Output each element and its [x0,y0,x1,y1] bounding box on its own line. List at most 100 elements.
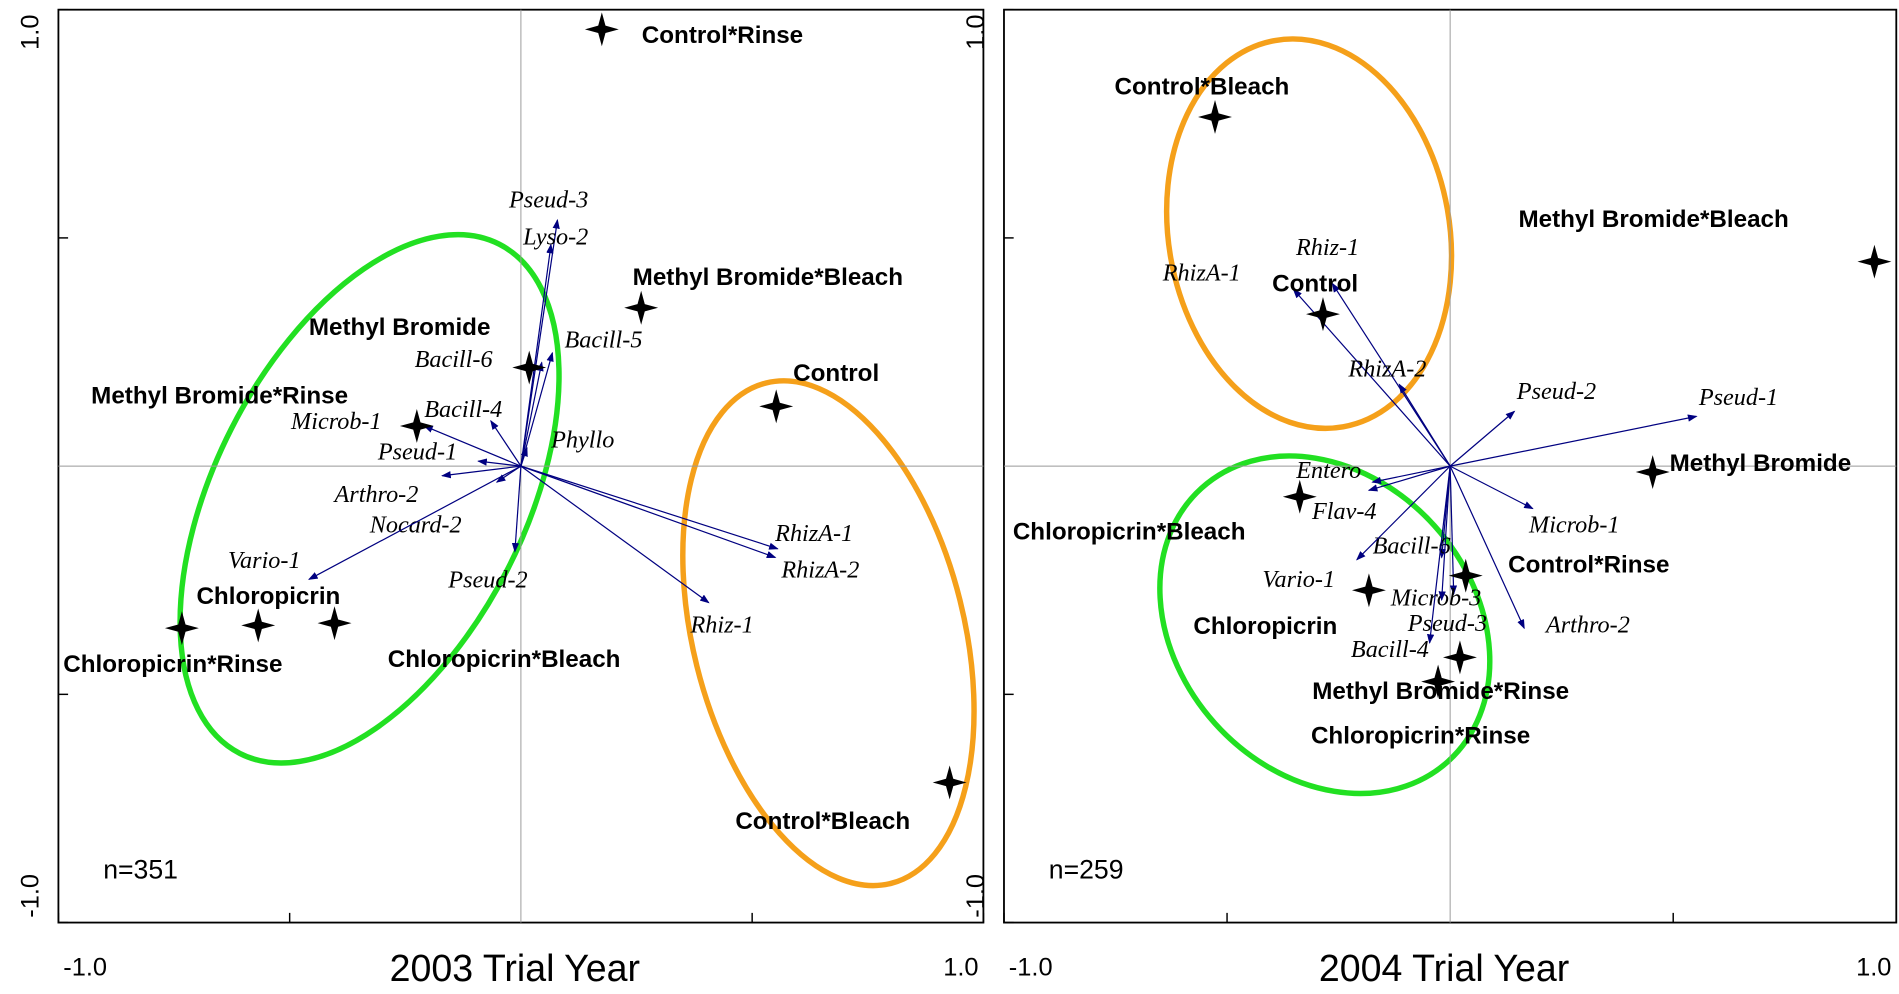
loading-arrow [520,446,528,467]
sample-label: Control*Rinse [642,22,803,49]
loading-arrow [1367,465,1451,492]
sample-point [624,290,659,325]
x-tick-label: -1.0 [1009,953,1053,981]
loading-arrow [1449,466,1458,596]
vector-label: Pseud-2 [447,566,527,593]
vector-label: Microb-1 [1528,511,1620,538]
sample-label: Chloropicrin [1193,613,1337,640]
vector-label: Rhiz-1 [1295,234,1359,261]
sample-point [164,611,199,646]
sample-point [759,389,794,424]
sample-label: Methyl Bromide*Rinse [91,382,348,409]
x-axis-title: 2004 Trial Year [1319,947,1569,989]
loading-arrow [441,465,521,479]
groupings [177,36,1493,889]
sample-point [1198,99,1232,134]
sample-point [317,606,352,641]
vector-label: Pseud-1 [377,438,457,465]
loading-arrow [520,361,544,467]
sample-point [932,765,967,800]
x-tick-label: -1.0 [63,953,107,981]
loading-arrow [520,465,779,550]
vector-label: Bacill-4 [1351,636,1429,663]
vector-label: RhizA-1 [1162,260,1241,287]
sample-label: Control*Bleach [1115,73,1290,100]
annotation: n=351 [103,855,178,885]
vector-label: RhizA-2 [780,557,859,584]
vector-label: Bacill-5 [564,327,642,354]
loading-arrow [511,466,522,553]
vector-label: Pseud-1 [1698,384,1778,411]
vector-label: Arthro-2 [1544,612,1630,639]
sample-label: Methyl Bromide [309,314,491,341]
group-ellipse [1163,36,1455,432]
sample-label: Methyl Bromide*Bleach [1518,206,1788,233]
sample-label: Control [1272,270,1358,297]
sample-label: Control [793,360,879,387]
loading-arrow [1450,414,1698,467]
vector-label: Phyllo [550,426,614,453]
loading-arrow [1449,410,1516,467]
vector-label: Arthro-2 [333,481,419,508]
sample-label: Control*Rinse [1508,551,1669,578]
sample-label: Chloropicrin*Bleach [388,646,621,673]
sample-point [1421,664,1456,699]
vector-label: RhizA-1 [774,520,853,547]
loading-arrow [1371,465,1451,484]
loading-arrow [1449,465,1534,510]
loading-arrow [1292,288,1451,467]
sample-label: Methyl Bromide [1670,450,1852,477]
group-ellipse [177,231,562,766]
vector-label: Pseud-3 [508,187,588,214]
loading-arrow [490,419,522,467]
loading-arrow [520,465,777,558]
sample-point [1448,558,1483,593]
vector-label: Flav-4 [1311,498,1377,525]
vector-label: Entero [1295,457,1361,484]
vector-label: Bacill-6 [1373,532,1451,559]
group-ellipse [680,378,977,889]
y-tick-label: -1.0 [16,874,44,918]
loading-arrow [423,425,522,467]
sample-point [1306,297,1340,332]
sample-point [1857,244,1892,279]
sample-point [584,12,619,47]
sample-point [512,350,547,385]
sample-point [399,409,434,443]
y-tick-label: 1.0 [16,15,44,50]
sample-label: Chloropicrin*Rinse [63,651,282,678]
vector-label: Pseud-2 [1516,378,1596,405]
sample-point [1351,573,1386,608]
loading-arrow [1426,466,1451,644]
vector-label: Bacill-4 [424,396,502,423]
loading-arrow [1398,383,1451,467]
x-tick-label: 1.0 [943,953,978,981]
sample-label: Chloropicrin*Bleach [1013,518,1246,545]
group-ellipse [1157,453,1493,797]
vector-label: Vario-1 [228,547,301,574]
y-tick-label: -1.0 [962,874,990,918]
y-tick-label: 1.0 [962,15,990,50]
sample-label: Chloropicrin*Rinse [1311,723,1530,750]
x-axis-title: 2003 Trial Year [390,947,640,989]
loading-arrow [1438,466,1451,602]
loading-arrow [477,458,521,467]
vector-label: Vario-1 [1262,566,1335,593]
vector-label: Nocard-2 [369,511,462,538]
sample-label: Methyl Bromide*Bleach [633,264,903,291]
sample-point [1442,640,1477,675]
loading-arrow [1356,465,1451,561]
loading-arrow [520,243,554,467]
vector-label: Pseud-3 [1407,610,1487,637]
vector-label: RhizA-2 [1347,356,1426,383]
sample-point [1635,455,1670,490]
sample-point [1282,479,1317,514]
vector-label: Bacill-6 [415,346,493,373]
x-tick-label: 1.0 [1856,953,1891,981]
sample-label: Control*Bleach [735,808,910,835]
sample-point [241,608,276,643]
loading-arrow [520,465,710,604]
loading-arrow [308,465,522,580]
